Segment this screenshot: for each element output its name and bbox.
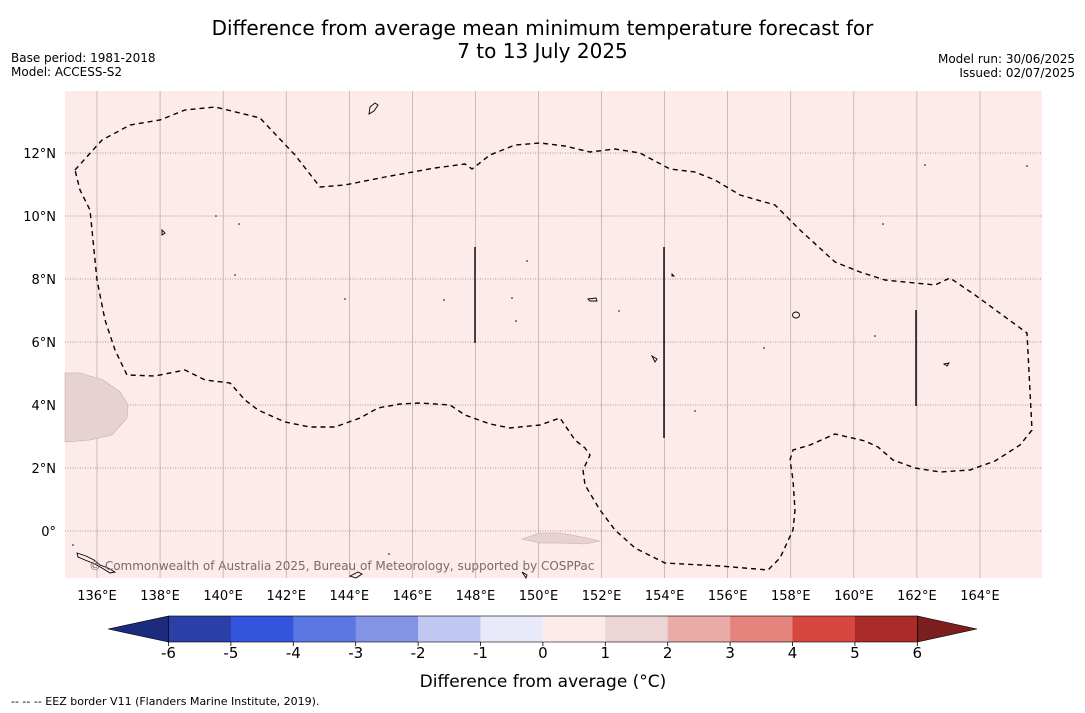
island — [1026, 165, 1028, 167]
islands — [76, 102, 950, 580]
colorbar-under-arrow — [107, 615, 169, 643]
lat-tick-label: 8°N — [32, 273, 57, 288]
lon-tick-label: 158°E — [771, 589, 811, 604]
island-dots — [72, 164, 1028, 555]
colorbar-tick-label: 6 — [913, 644, 923, 662]
island — [650, 354, 658, 363]
copyright-notice: © Commonwealth of Australia 2025, Bureau… — [89, 559, 594, 573]
lon-tick-label: 164°E — [960, 589, 1000, 604]
lon-tick-label: 154°E — [645, 589, 685, 604]
land-region-south — [520, 532, 601, 545]
island — [348, 571, 363, 579]
island — [368, 102, 379, 115]
island — [763, 347, 765, 349]
colorbar-segment — [854, 616, 918, 642]
island — [234, 274, 236, 276]
model-run-text: Model run: 30/06/2025 — [937, 52, 1075, 66]
colorbar-segment — [293, 616, 356, 642]
colorbar-tick-label: -5 — [223, 644, 238, 662]
colorbar-tick-label: -4 — [286, 644, 301, 662]
island — [515, 320, 517, 322]
island — [388, 553, 390, 555]
lon-tick-label: 144°E — [330, 589, 370, 604]
colorbar-tick-label: -1 — [473, 644, 488, 662]
lat-tick-label: 0° — [41, 525, 56, 540]
colorbar: -6 -5 -4 -3 -2 -1 0 1 2 3 4 5 6 — [107, 615, 978, 662]
island — [161, 228, 166, 236]
land-region-west — [64, 372, 129, 443]
lat-tick-label: 4°N — [32, 399, 57, 414]
island — [924, 164, 926, 166]
island — [511, 297, 513, 299]
island — [443, 299, 445, 301]
colorbar-segment — [792, 616, 856, 642]
island — [526, 260, 528, 262]
island — [942, 362, 950, 367]
lon-tick-label: 142°E — [266, 589, 306, 604]
colorbar-segment — [480, 616, 544, 642]
island — [587, 297, 598, 302]
island — [618, 310, 620, 312]
lat-tick-label: 12°N — [23, 147, 56, 162]
colorbar-tick-label: 3 — [725, 644, 735, 662]
island — [671, 272, 676, 277]
colorbar-segment — [605, 616, 668, 642]
colorbar-segment — [355, 616, 419, 642]
lat-tick-label: 10°N — [23, 210, 56, 225]
lon-tick-label: 162°E — [897, 589, 937, 604]
colorbar-segment — [730, 616, 793, 642]
colorbar-tick-label: 1 — [601, 644, 611, 662]
lon-tick-label: 150°E — [519, 589, 559, 604]
colorbar-tick-label: -6 — [161, 644, 176, 662]
island — [792, 311, 800, 319]
colorbar-segment — [542, 616, 606, 642]
island — [215, 215, 217, 217]
gridlines — [65, 91, 1042, 578]
colorbar-over-arrow — [916, 615, 978, 643]
eez-footnote: -- -- -- EEZ border V11 (Flanders Marine… — [11, 695, 320, 708]
colorbar-segment — [418, 616, 481, 642]
colorbar-segment — [168, 616, 232, 642]
island — [694, 410, 696, 412]
island — [344, 298, 346, 300]
colorbar-tick-label: 0 — [538, 644, 548, 662]
base-period-text: Base period: 1981-2018 — [11, 51, 156, 65]
map-background — [65, 91, 1042, 578]
colorbar-segment — [230, 616, 294, 642]
lon-tick-label: 140°E — [203, 589, 243, 604]
island — [874, 335, 876, 337]
issued-text: Issued: 02/07/2025 — [959, 66, 1075, 80]
lon-tick-label: 136°E — [77, 589, 117, 604]
lon-tick-label: 152°E — [582, 589, 622, 604]
colorbar-tick-label: 4 — [788, 644, 798, 662]
colorbar-tick-label: -2 — [411, 644, 426, 662]
colorbar-tick-label: 2 — [663, 644, 673, 662]
model-text: Model: ACCESS-S2 — [11, 65, 123, 79]
latitude-labels: 12°N 10°N 8°N 6°N 4°N 2°N 0° — [23, 147, 56, 540]
lat-tick-label: 2°N — [32, 462, 57, 477]
colorbar-segment — [667, 616, 731, 642]
lon-tick-label: 138°E — [140, 589, 180, 604]
lon-tick-label: 148°E — [456, 589, 496, 604]
island — [76, 552, 117, 574]
lon-tick-label: 160°E — [834, 589, 874, 604]
longitude-labels: 136°E 138°E 140°E 142°E 144°E 146°E 148°E 150°E… — [77, 589, 1000, 604]
island — [882, 223, 884, 225]
island — [521, 571, 528, 580]
island — [238, 223, 240, 225]
eez-border — [74, 106, 1033, 571]
colorbar-tick-label: 5 — [850, 644, 860, 662]
island — [72, 544, 74, 546]
colorbar-tick-label: -3 — [348, 644, 363, 662]
chart-title-line1: Difference from average mean minimum tem… — [211, 16, 874, 40]
lat-tick-label: 6°N — [32, 336, 57, 351]
chart-title-line2: 7 to 13 July 2025 — [457, 39, 628, 63]
lon-tick-label: 146°E — [393, 589, 433, 604]
colorbar-label: Difference from average (°C) — [420, 672, 667, 692]
lon-tick-label: 156°E — [708, 589, 748, 604]
